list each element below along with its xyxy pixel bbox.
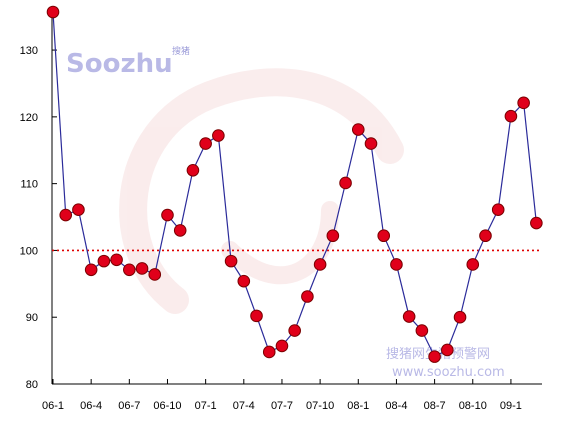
data-point — [46, 5, 60, 19]
data-point — [364, 137, 378, 150]
x-tick-label: 07-1 — [195, 400, 217, 412]
data-point — [530, 216, 543, 230]
x-tick-label: 08-7 — [424, 400, 446, 412]
x-tick-label: 08-1 — [347, 400, 369, 412]
y-tick-label: 90 — [26, 312, 38, 324]
x-tick-label: 08-10 — [459, 400, 487, 412]
data-point — [301, 290, 314, 303]
axes: 80 90 100 110 120 130 06-1 06-4 06-7 06-10 07-1 07-… — [20, 10, 542, 412]
y-tick-label: 130 — [20, 45, 38, 57]
y-tick-label: 110 — [20, 179, 38, 191]
watermark-site-url: www.soozhu.com — [392, 365, 505, 380]
data-point — [326, 229, 340, 243]
data-point — [72, 203, 85, 216]
x-tick-label: 09-1 — [500, 400, 522, 412]
data-point — [441, 343, 454, 357]
watermark-brand-cn-text: 搜猪 — [172, 45, 190, 57]
x-tick-label: 07-10 — [306, 400, 334, 412]
data-point — [135, 262, 149, 275]
data-point — [453, 310, 467, 324]
x-tick-label: 07-7 — [271, 400, 293, 412]
data-point — [186, 163, 200, 177]
data-points-layer — [46, 5, 543, 363]
data-point — [402, 310, 416, 323]
data-point — [517, 96, 530, 110]
data-point — [466, 258, 480, 271]
data-point — [250, 309, 263, 323]
data-point — [224, 254, 238, 268]
data-point — [148, 268, 162, 281]
x-tick-label: 08-4 — [385, 400, 407, 412]
x-tick-label: 06-7 — [118, 400, 140, 412]
y-tick-label: 80 — [26, 379, 38, 391]
x-tick-label: 06-4 — [80, 400, 102, 412]
y-tick-label: 120 — [20, 112, 38, 124]
data-point — [288, 324, 301, 337]
watermark-logo-mark — [119, 68, 404, 314]
watermark-brand: Soozhu 搜猪 — [66, 45, 190, 79]
data-point — [428, 350, 441, 363]
data-point — [237, 274, 251, 288]
data-point — [199, 137, 212, 150]
x-tick-label: 07-4 — [233, 400, 255, 412]
data-point — [377, 229, 391, 243]
data-point — [351, 123, 365, 136]
data-point — [161, 208, 174, 222]
data-point — [415, 324, 429, 337]
data-point — [84, 263, 98, 277]
data-point — [313, 258, 327, 271]
data-point — [110, 253, 123, 267]
y-tick-label: 100 — [20, 245, 38, 257]
data-point — [59, 208, 73, 222]
data-point — [479, 229, 492, 243]
data-point — [339, 176, 352, 190]
data-point — [275, 339, 289, 353]
x-tick-label: 06-1 — [42, 400, 64, 412]
data-point — [123, 263, 136, 277]
data-point — [97, 254, 111, 268]
data-point — [491, 203, 505, 216]
data-point — [390, 258, 403, 271]
data-point — [173, 224, 187, 237]
data-point — [212, 129, 225, 142]
watermark-brand-text: Soozhu — [66, 49, 173, 79]
data-point — [262, 345, 276, 359]
data-point — [504, 109, 518, 123]
x-tick-label: 06-10 — [153, 400, 181, 412]
